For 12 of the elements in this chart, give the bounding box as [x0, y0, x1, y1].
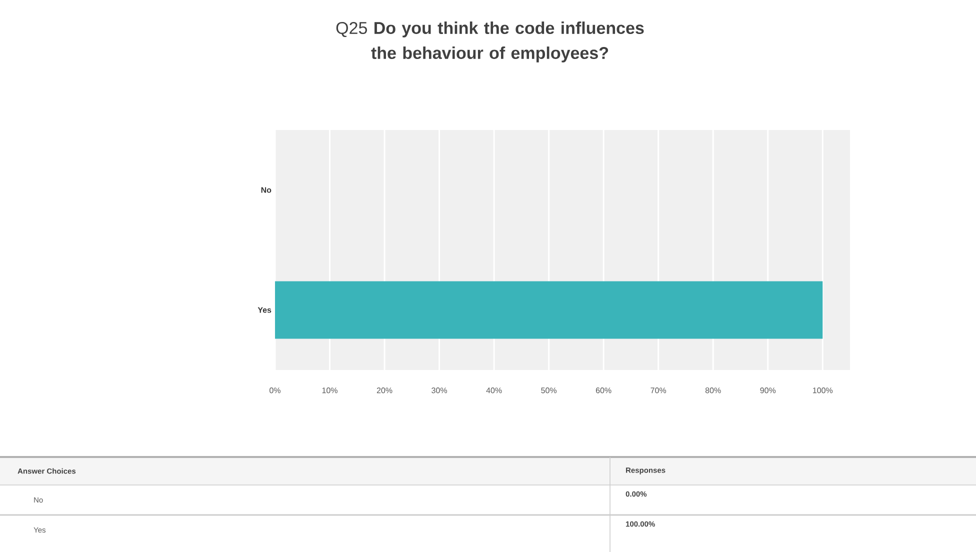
- chart-title: Q25 Do you think the code influences the behaviour of employees?: [336, 22, 644, 62]
- x-tick-label: 0%: [270, 388, 280, 394]
- x-tick-label: 30%: [432, 388, 448, 394]
- x-tick-label: 90%: [760, 388, 776, 394]
- x-tick-label: 20%: [376, 388, 392, 394]
- x-tick-label: 70%: [650, 388, 666, 394]
- x-tick-label: 10%: [322, 388, 338, 394]
- x-tick-label: 80%: [705, 388, 721, 394]
- x-tick-label: 40%: [486, 388, 502, 394]
- x-tick-label: 50%: [541, 388, 557, 394]
- x-tick-label: 100%: [813, 388, 833, 394]
- x-tick-label: 60%: [596, 388, 612, 394]
